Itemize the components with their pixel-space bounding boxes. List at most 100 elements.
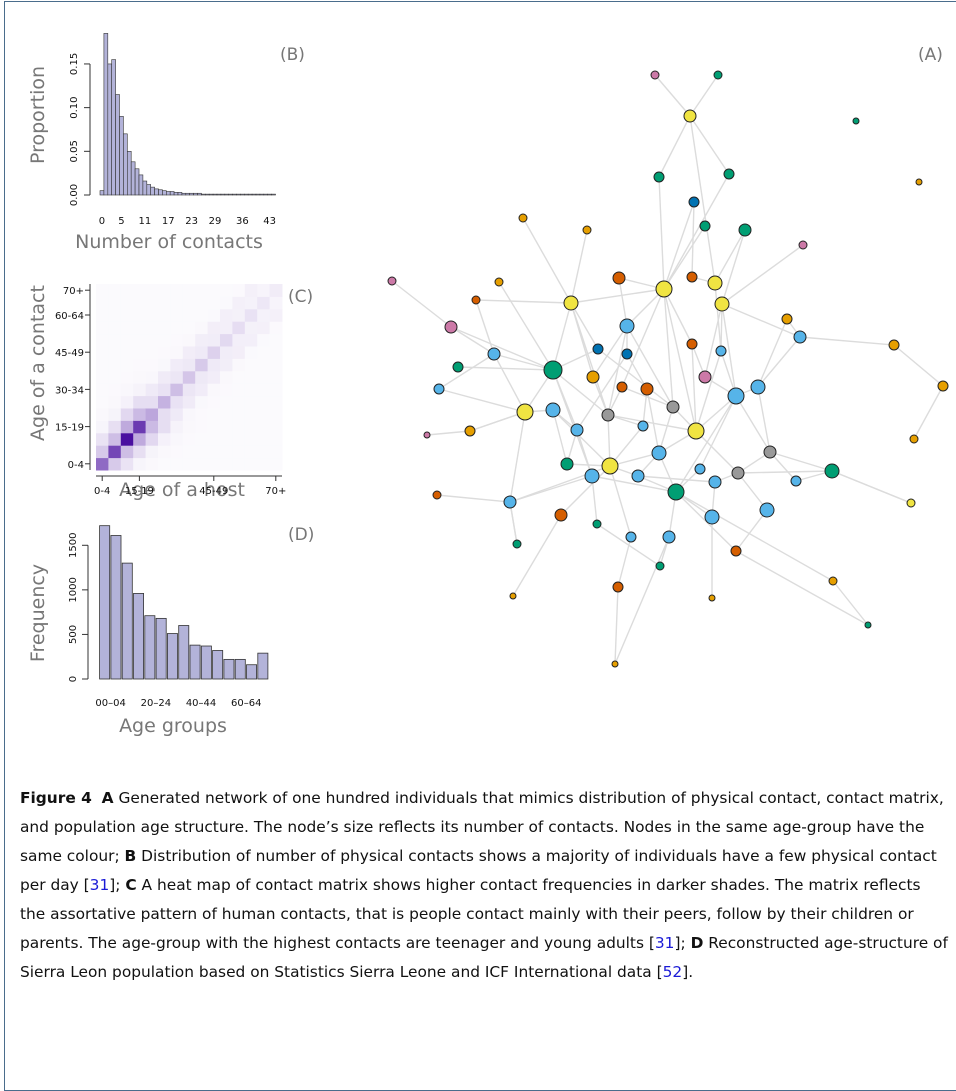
matrix-cell [120, 370, 134, 384]
age-bar [99, 525, 111, 680]
matrix-cell [170, 383, 184, 397]
network-node [824, 463, 840, 479]
matrix-cell [257, 308, 271, 322]
matrix-cell [133, 432, 147, 446]
network-edge [552, 409, 611, 467]
network-node [616, 381, 628, 393]
network-node [509, 592, 517, 600]
matrix-cell [257, 395, 271, 409]
matrix-cell [220, 296, 233, 310]
matrix-cell [170, 395, 184, 409]
histogram-bar [201, 193, 206, 196]
network-node [731, 466, 745, 480]
matrix-cell [257, 370, 271, 384]
histogram-x-tick-label: 5 [118, 216, 124, 227]
agebars-y-tick-label: 1500 [68, 533, 79, 558]
citation-link[interactable]: 52 [662, 963, 683, 981]
matrix-cell [133, 321, 147, 335]
histogram-bar [111, 59, 116, 196]
matrix-cell [269, 358, 283, 372]
network-edge [457, 366, 554, 371]
matrix-cell [108, 395, 122, 409]
network-node [707, 275, 723, 291]
network-node [423, 431, 431, 439]
network-edge [597, 348, 674, 408]
matrix-cell [244, 408, 258, 421]
citation-link[interactable]: 31 [89, 876, 110, 894]
histogram-bar [205, 193, 210, 196]
network-node [686, 271, 698, 283]
network-edge [475, 299, 495, 355]
matrix-cell [120, 346, 134, 359]
network-node [601, 457, 619, 475]
matrix-cell [158, 308, 171, 322]
network-edge [720, 303, 723, 352]
matrix-x-title: Age of a host [119, 479, 245, 501]
citation-link[interactable]: 31 [654, 934, 675, 952]
network-edge [614, 586, 619, 665]
network-node [433, 383, 445, 395]
matrix-cell [220, 358, 233, 372]
histogram-bar [240, 193, 245, 196]
matrix-cell [195, 445, 209, 459]
matrix-cell [170, 358, 184, 372]
network-edge [626, 353, 648, 390]
histogram-bar [134, 168, 140, 196]
network-edge [689, 115, 716, 284]
histogram-bar [271, 193, 276, 196]
network-edge [699, 395, 737, 470]
matrix-cell [96, 383, 109, 397]
matrix-cell [120, 358, 134, 372]
matrix-cell [195, 358, 209, 372]
network-edge [493, 353, 526, 413]
network-edge [735, 509, 768, 552]
matrix-cell [257, 457, 271, 471]
agebars-y-tick-label: 500 [68, 625, 79, 644]
network-node [516, 403, 534, 421]
network-node [563, 295, 579, 311]
network-edge [913, 385, 944, 440]
matrix-cell [158, 333, 171, 347]
matrix-cell [195, 296, 209, 310]
network-node [713, 70, 723, 80]
histogram-y-tick-label: 0.15 [69, 53, 80, 75]
network-node [601, 408, 615, 422]
network-edge [576, 429, 593, 477]
matrix-cell [145, 346, 159, 359]
matrix-cell [96, 395, 109, 409]
histogram-bar [107, 63, 113, 196]
network-edge [607, 325, 628, 416]
matrix-cell [120, 420, 134, 434]
network-node [631, 469, 645, 483]
network-panel: (A) [387, 45, 949, 668]
network-node [704, 509, 720, 525]
network-edge [493, 353, 554, 371]
histogram-bar [162, 190, 167, 196]
matrix-cell [158, 296, 171, 310]
network-node [444, 320, 458, 334]
network-edge [831, 470, 912, 504]
matrix-cell [195, 457, 209, 471]
matrix-cell [170, 408, 184, 421]
network-edge [570, 302, 599, 350]
network-edge [689, 115, 730, 175]
histogram-y-tick-label: 0.05 [69, 140, 80, 162]
network-edge [799, 336, 895, 346]
network-node [518, 213, 528, 223]
network-edge [522, 217, 572, 304]
network-node [909, 434, 919, 444]
network-edge [609, 465, 632, 538]
network-node [554, 508, 568, 522]
matrix-y-tick-label: 15-19 [55, 423, 84, 434]
network-node [667, 483, 685, 501]
age-bar [144, 615, 156, 680]
matrix-cell [133, 370, 147, 384]
matrix-cell [207, 333, 221, 347]
histogram-bar [197, 192, 202, 196]
figure-caption: Figure 4 A Generated network of one hund… [20, 784, 950, 987]
network-edge [663, 225, 706, 290]
network-edge [607, 414, 611, 467]
histogram-bar [142, 180, 148, 196]
matrix-cell [170, 284, 184, 297]
network-edge [663, 288, 697, 432]
